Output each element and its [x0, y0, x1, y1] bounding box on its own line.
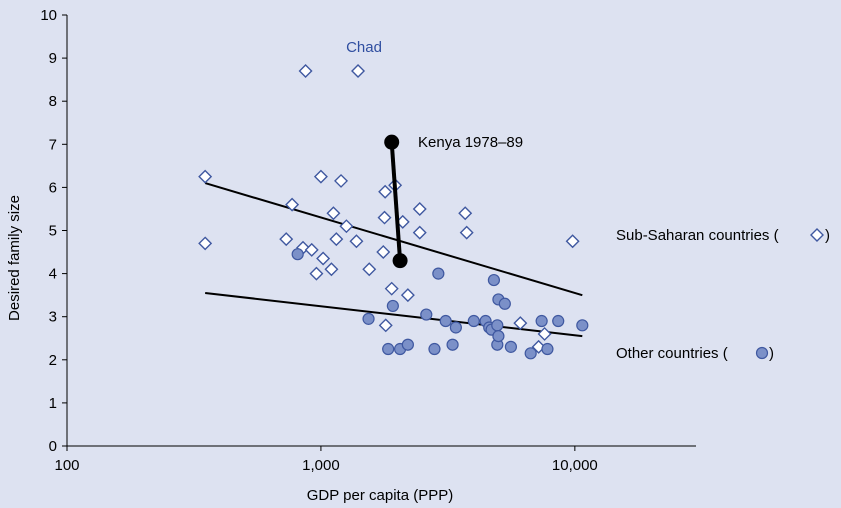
legend-other-marker: [755, 346, 769, 360]
circle-point: [401, 338, 414, 351]
y-tick-label: 10: [40, 7, 57, 24]
diamond-point: [565, 234, 580, 249]
diamond-point: [339, 219, 354, 234]
y-tick-label: 4: [49, 266, 57, 283]
circle-point: [576, 319, 589, 332]
kenya-label: Kenya 1978–89: [418, 134, 523, 151]
legend-other-label: Other countries (: [616, 345, 728, 362]
circle-point: [535, 314, 548, 328]
diamond-point: [513, 316, 528, 331]
circle-point: [420, 308, 433, 321]
diamond-point: [313, 169, 328, 184]
diamond-point: [285, 197, 300, 212]
legend-other-end: ): [769, 345, 774, 362]
x-tick-label: 100: [54, 457, 79, 474]
y-tick-label: 5: [49, 223, 57, 240]
x-axis-title: GDP per capita (PPP): [307, 487, 453, 504]
circle-point: [524, 347, 537, 360]
diamond-point: [198, 169, 213, 184]
legend-other-text: Other countries (: [616, 345, 728, 362]
y-tick-label: 6: [49, 179, 57, 196]
circle-point: [291, 248, 304, 261]
diamond-point: [458, 206, 473, 221]
circle-point: [541, 342, 554, 356]
x-tick-label: 10,000: [552, 457, 598, 474]
diamond-point: [377, 210, 392, 225]
diamond-point: [309, 266, 324, 281]
y-tick-label: 0: [49, 438, 57, 455]
circle-point: [487, 273, 501, 287]
diamond-point: [198, 236, 213, 251]
kenya-path-line: [389, 142, 403, 261]
diamond-point: [537, 326, 552, 341]
diamond-point: [329, 232, 344, 247]
diamond-point: [334, 173, 349, 188]
diamond-point: [298, 64, 313, 79]
diamond-point: [376, 245, 391, 260]
y-tick-label: 8: [49, 93, 57, 110]
y-tick-label: 3: [49, 309, 57, 326]
circle-point: [491, 319, 504, 332]
kenya-end-point: [392, 253, 408, 269]
data-points: [198, 64, 589, 360]
trend-line: [204, 182, 583, 297]
y-tick-label: 1: [49, 395, 57, 412]
chad-label: Chad: [346, 39, 382, 56]
legend-ssa-label: Sub-Saharan countries (: [616, 227, 779, 244]
y-tick-label: 9: [49, 50, 57, 67]
y-axis-title: Desired family size: [6, 195, 23, 321]
diamond-point: [351, 64, 366, 79]
annotations: Chad Kenya 1978–89 Sub-Saharan countries…: [346, 39, 830, 362]
trend-line: [205, 292, 583, 338]
circle-point: [492, 329, 505, 343]
circle-point: [362, 312, 375, 325]
circle-point: [428, 342, 441, 356]
circle-point: [432, 267, 445, 280]
circle-point: [498, 297, 511, 310]
circle-point: [467, 314, 480, 328]
circle-point: [382, 342, 395, 356]
diamond-point: [324, 262, 339, 277]
kenya-start-point: [384, 134, 400, 150]
diamond-point: [384, 281, 399, 296]
legend-ssa-end: ): [825, 227, 830, 244]
diamond-point: [378, 318, 393, 333]
circle-point: [504, 340, 518, 353]
diamond-point: [326, 206, 341, 221]
diamond-point: [304, 242, 319, 257]
circle-point: [386, 299, 399, 313]
diamond-point: [412, 225, 427, 240]
legend-ssa-text: Sub-Saharan countries (: [616, 227, 779, 244]
axes: 0 1 2 3 4 5 6 7 8 9 10 100 1,000 10,000: [40, 7, 696, 474]
diamond-point: [349, 234, 364, 249]
circle-point: [552, 314, 565, 328]
kenya-path: [384, 134, 408, 269]
y-tick-label: 2: [49, 352, 57, 369]
x-tick-label: 1,000: [302, 457, 340, 474]
circle-point: [439, 314, 452, 328]
diamond-point: [362, 262, 377, 277]
legend-ssa-marker: [810, 228, 824, 242]
diamond-point: [279, 232, 294, 247]
diamond-point: [459, 225, 474, 240]
circle-point: [446, 338, 459, 351]
circle-point: [449, 321, 462, 334]
diamond-point: [412, 201, 427, 216]
y-tick-label: 7: [49, 136, 57, 153]
diamond-point: [378, 184, 393, 199]
diamond-point: [400, 288, 415, 303]
diamond-point: [316, 251, 331, 266]
